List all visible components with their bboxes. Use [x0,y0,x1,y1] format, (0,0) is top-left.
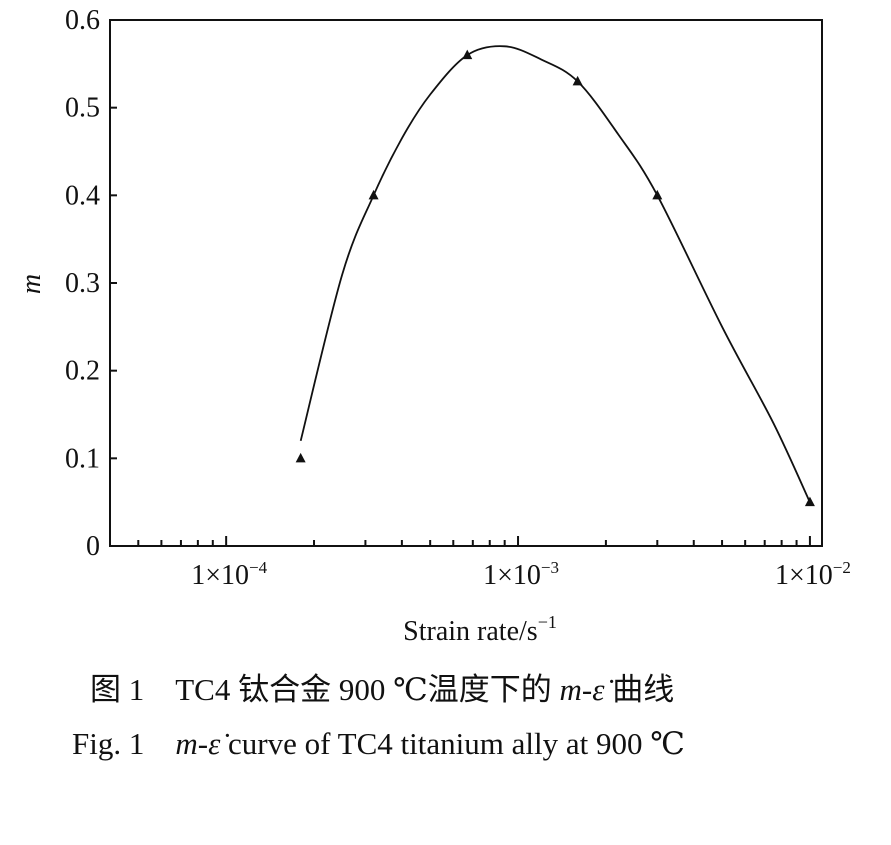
y-tick-label: 0.3 [65,268,100,299]
y-tick-label: 0 [86,531,100,562]
caption-en-label: Fig. 1 [72,726,145,761]
x-tick-label: 1×10−4 [191,558,267,591]
data-point-marker [462,49,473,60]
x-tick-label-exponent: −4 [249,558,268,577]
x-tick-label: 1×10−3 [483,558,559,591]
y-tick-label: 0.4 [65,180,100,211]
caption-cn-symbol: m-ε̇ [559,672,605,707]
data-point-marker [295,452,306,463]
data-point-marker [652,189,663,200]
x-axis-title: Strain rate/s−1 [403,612,557,647]
y-tick-label: 0.5 [65,93,100,124]
x-tick-label-base: 1×10 [775,560,833,591]
caption-en-text: curve of TC4 titanium ally at 900 ℃ [220,726,685,761]
x-axis-title-exponent: −1 [538,612,557,632]
fitted-curve [299,45,811,503]
x-axis-title-text: Strain rate/s [403,616,538,647]
x-axis: 1×10−4 1×10−3 1×10−2 [137,536,851,591]
y-tick-label: 0.1 [65,443,100,474]
y-tick-label: 0.6 [65,5,100,36]
caption-cn-label: 图 1 [90,672,145,707]
caption-english: Fig. 1 m-ε̇ curve of TC4 titanium ally a… [72,726,891,762]
data-markers [295,49,815,507]
plot-frame [109,19,823,547]
x-tick-label-base: 1×10 [483,560,541,591]
x-tick-label-exponent: −3 [541,558,559,577]
data-point-marker [804,496,815,507]
caption-en-symbol: m-ε̇ [175,726,221,761]
y-axis: 0 0.1 0.2 0.3 0.4 0.5 0.6 [65,5,117,562]
y-tick-label: 0.2 [65,356,100,387]
caption-chinese: 图 1 TC4 钛合金 900 ℃温度下的 m-ε̇ 曲线 [90,664,891,709]
x-tick-label-base: 1×10 [191,560,249,591]
x-tick-label-exponent: −2 [833,558,851,577]
y-axis-title: m [16,274,47,294]
x-tick-label: 1×10−2 [775,558,851,591]
data-point-marker [368,189,379,200]
data-point-marker [572,75,583,86]
caption-cn-text: TC4 钛合金 900 ℃温度下的 [175,672,560,707]
caption-cn-suffix: 曲线 [604,672,675,707]
